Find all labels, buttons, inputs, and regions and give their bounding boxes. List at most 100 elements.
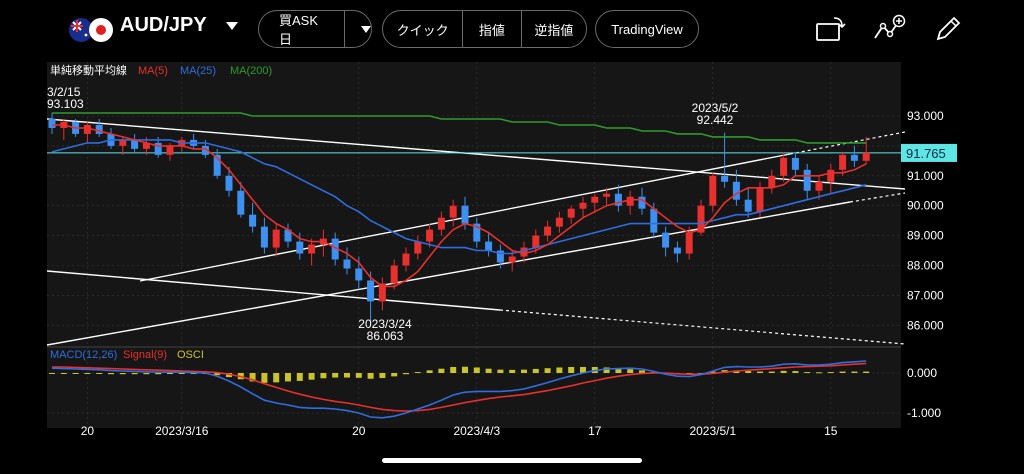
osci-bar xyxy=(355,373,362,378)
price-tick-label: 90.000 xyxy=(907,199,944,213)
candle-body xyxy=(850,154,858,161)
date-tick-label: 20 xyxy=(81,424,95,438)
quick-order-button[interactable]: クイック xyxy=(383,11,464,47)
osci-bar xyxy=(131,373,138,375)
osci-bar xyxy=(285,373,291,382)
date-tick-label: 15 xyxy=(824,424,838,438)
drawing-tool-icon[interactable] xyxy=(872,14,908,44)
candle-body xyxy=(213,154,221,176)
osci-bar xyxy=(96,373,103,374)
signal-line xyxy=(52,362,867,412)
osci-bar xyxy=(532,368,539,373)
candle-body xyxy=(473,223,481,242)
osci-bar xyxy=(521,369,527,373)
ma5-legend: MA(5) xyxy=(138,65,168,77)
candle-body xyxy=(662,232,670,248)
candle-body xyxy=(249,214,257,227)
candle-body xyxy=(331,238,339,260)
osci-bar xyxy=(473,367,480,373)
pair-dropdown-icon[interactable] xyxy=(226,22,238,30)
rotate-screen-icon[interactable] xyxy=(814,14,848,44)
currency-pair-label[interactable]: AUD/JPY xyxy=(120,14,207,36)
annotation-date: 2023/5/2 xyxy=(692,101,739,115)
candle-body xyxy=(555,217,563,227)
candle-body xyxy=(437,217,445,230)
moving-averages xyxy=(51,112,867,288)
osci-bar xyxy=(839,371,846,373)
stop-order-button[interactable]: 逆指値 xyxy=(534,22,574,38)
candle-body xyxy=(426,229,434,242)
descending-trendline xyxy=(46,118,906,190)
osci-bar xyxy=(119,373,126,375)
order-type-dropdown[interactable]: 買ASK 日 xyxy=(258,10,372,48)
macd-line xyxy=(51,360,867,419)
annotation-value: 92.442 xyxy=(697,113,734,127)
price-tick-label: 88.000 xyxy=(907,259,944,273)
osci-bar xyxy=(497,369,504,373)
candle-body xyxy=(390,265,398,284)
osci-bar xyxy=(603,367,610,373)
osci-bar xyxy=(178,373,185,374)
osci-bar xyxy=(438,368,445,373)
candle-body xyxy=(579,202,587,209)
chevron-down-icon xyxy=(361,25,371,33)
candle-body xyxy=(638,196,646,209)
price-tick-label: 93.000 xyxy=(907,109,944,123)
osci-bar xyxy=(780,370,787,373)
pencil-icon[interactable] xyxy=(933,14,963,44)
limit-order-button[interactable]: 指値 xyxy=(463,11,522,47)
osci-bar xyxy=(273,373,280,383)
candle-body xyxy=(839,154,847,170)
candle-body xyxy=(272,229,280,248)
candle-body xyxy=(343,259,351,269)
lower-trendline-extension xyxy=(499,309,906,345)
candles xyxy=(48,113,870,324)
candle-body xyxy=(768,175,776,188)
tradingview-button[interactable]: TradingView xyxy=(595,10,699,48)
macd-tick-label: 0.000 xyxy=(907,366,937,380)
macd-panel xyxy=(49,360,870,419)
candle-body xyxy=(485,241,493,251)
candle-body xyxy=(591,196,599,203)
candle-body xyxy=(732,181,740,200)
candle-body xyxy=(95,124,103,134)
candle-body xyxy=(83,124,91,134)
ma25-legend: MA(25) xyxy=(180,65,216,77)
osci-bar xyxy=(143,373,150,375)
home-indicator[interactable] xyxy=(382,458,642,463)
osci-bar xyxy=(768,371,775,373)
osci-bar xyxy=(367,373,374,379)
date-tick-label: 17 xyxy=(588,424,602,438)
candle-body xyxy=(603,193,611,197)
candle-body xyxy=(48,118,56,128)
osci-bar xyxy=(414,372,421,374)
osci-bar xyxy=(296,373,303,381)
osci-bar xyxy=(639,370,645,373)
osci-bar xyxy=(556,367,563,373)
candle-body xyxy=(201,145,209,155)
macd-legend: MACD(12,26) xyxy=(50,349,117,361)
osci-bar xyxy=(816,372,822,374)
candle-body xyxy=(237,190,245,215)
candle-body xyxy=(131,139,139,149)
candle-body xyxy=(532,235,540,248)
ma200-legend: MA(200) xyxy=(230,65,272,77)
annotation-value: 86.063 xyxy=(367,329,404,343)
candle-body xyxy=(685,232,693,254)
price-chart[interactable]: 93.000 91.000 90.000 89.000 88.000 87.000 86.0… xyxy=(0,62,1024,442)
osci-bar xyxy=(827,372,834,374)
osci-bar xyxy=(226,373,232,378)
candle-body xyxy=(284,229,292,242)
candle-body xyxy=(862,152,870,161)
candle-body xyxy=(260,226,268,248)
legend: 単純移動平均線 MA(5) MA(25) MA(200) MACD(12,26)… xyxy=(50,63,272,361)
annotation-date: 3/2/15 xyxy=(47,85,81,99)
osci-bar xyxy=(344,373,350,378)
osci-bar xyxy=(544,368,551,373)
osci-bar xyxy=(403,373,409,375)
osci-bar xyxy=(863,371,870,373)
toolbar: AUD/JPY 買ASK 日 クイック 指値 逆指値 TradingView xyxy=(0,0,1024,62)
annotation-value: 93.103 xyxy=(47,97,84,111)
osci-bar xyxy=(627,369,634,373)
candle-body xyxy=(626,196,634,206)
